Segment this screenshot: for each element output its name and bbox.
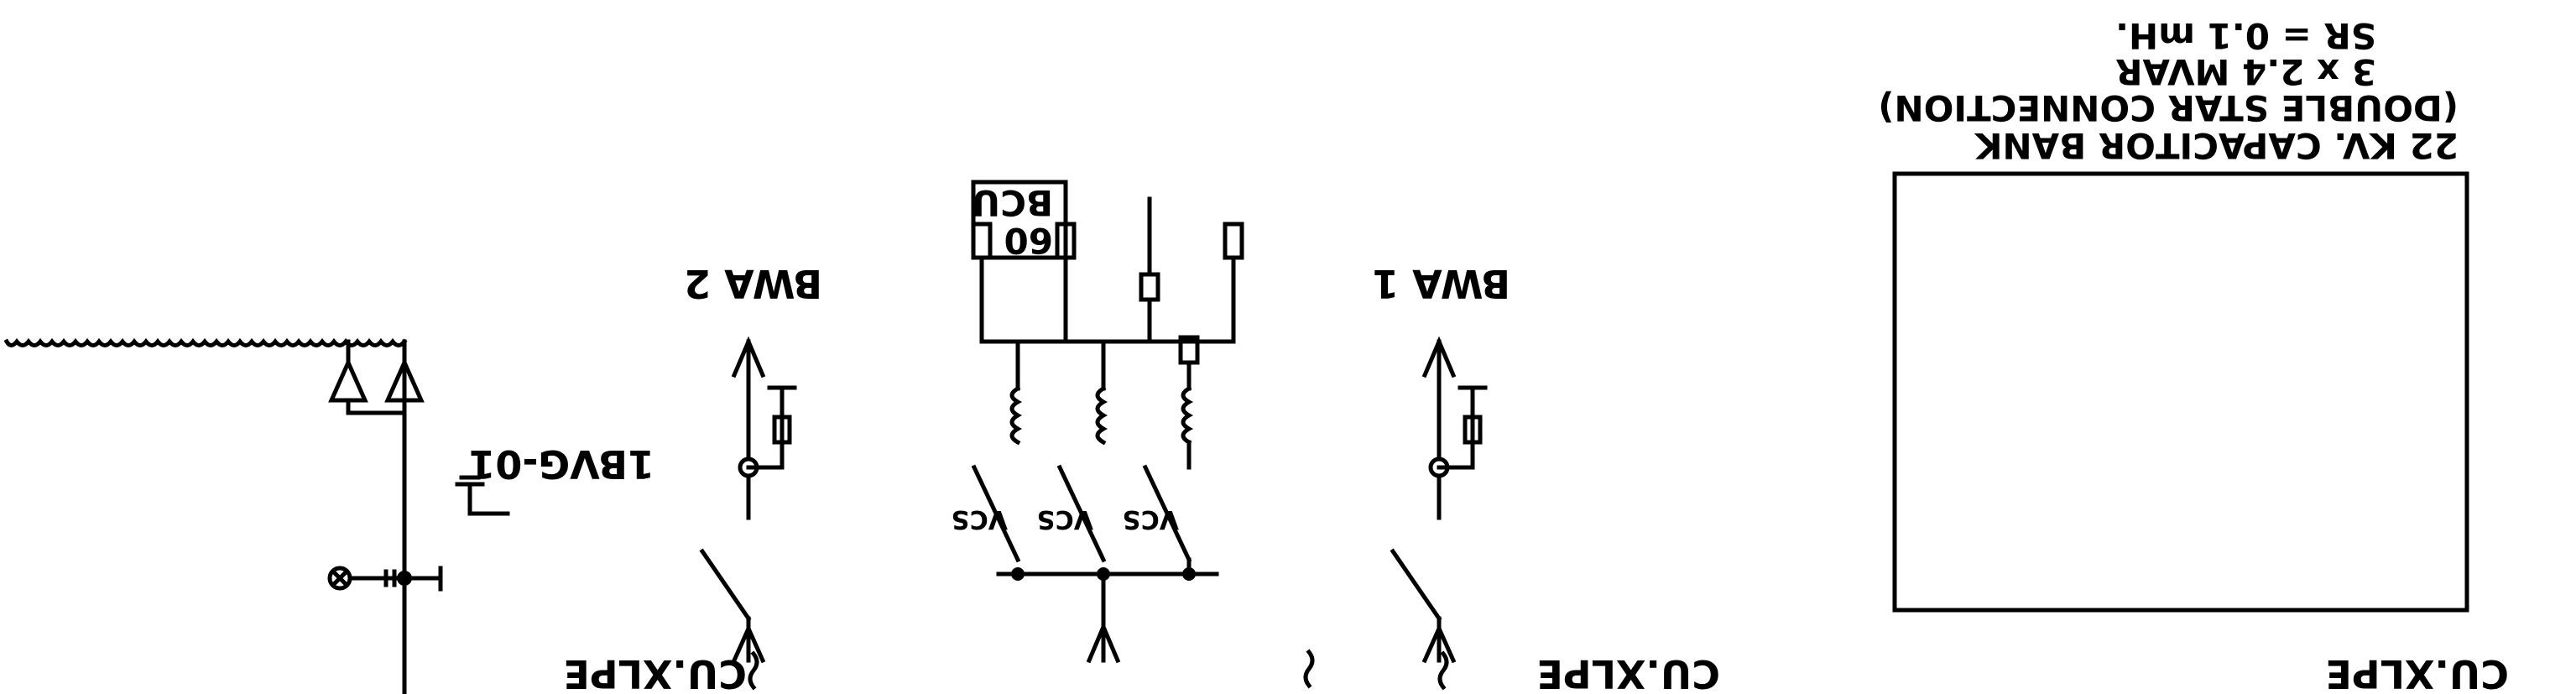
capacitor-bank-frame [1892, 171, 2469, 613]
rotated-drawing: 22 KV. CAPACITOR BANK (DOUBLE STAR CONNE… [3, 15, 2509, 694]
bay-1bvg-01: 1BVG-01 [3, 337, 654, 694]
feeder-bwa-2-top-arrow [731, 336, 766, 378]
capacitor-bank: 22 KV. CAPACITOR BANK (DOUBLE STAR CONNE… [952, 15, 2509, 694]
relay-label: BCU [972, 182, 1053, 223]
feeder-bwa-1-name: BWA 1 [1372, 261, 1510, 306]
vcs-label-c: VCS [952, 504, 1008, 534]
capacitor-a3 [1223, 222, 1244, 260]
relay-code: 60 [1004, 220, 1053, 261]
feeder-bwa-2-cable: CU.XLPE [564, 651, 748, 694]
vcs-label-b: VCS [1037, 504, 1093, 534]
capacitor-bank-title: 22 KV. CAPACITOR BANK [1974, 125, 2459, 166]
feeder-bwa-1: CU.XLPE BWA 1 [1372, 261, 1720, 694]
bay-name: 1BVG-01 [468, 441, 654, 487]
capacitor-bank-cable-label: CU.XLPE [2326, 651, 2510, 694]
feeder-bwa-1-cable: CU.XLPE [1537, 651, 1721, 694]
capacitor-bank-rating: 3 x 2.4 MVAR [2115, 51, 2376, 92]
feeder-bwa-2-name: BWA 2 [684, 261, 822, 306]
capacitor-a2 [1139, 272, 1160, 302]
capacitor-phase-a: VCS [1123, 196, 1244, 581]
feeder-bwa-1-arrow [1421, 623, 1457, 664]
cable-tail-symbol [1303, 649, 1315, 689]
series-reactor-b [1095, 385, 1108, 446]
feeder-bwa-2-cable-tail [748, 650, 759, 691]
feeder-bwa-2: CU.XLPE BWA 2 [564, 261, 823, 694]
feeder-bwa-1-cable-tail [1437, 650, 1449, 691]
feeder-bwa-1-breaker [1390, 548, 1442, 622]
feeder-bwa-2-arrow [731, 623, 766, 664]
feeder-bwa-2-breaker [699, 548, 752, 622]
capacitor-phase-c: VCS [952, 222, 1068, 581]
capacitor-c1 [971, 222, 993, 260]
vcs-label-a: VCS [1123, 504, 1179, 534]
bay-arrester-2 [328, 357, 368, 403]
relay-box [971, 180, 1068, 260]
capacitor-bank-reactor: SR = 0.1 mH. [2115, 15, 2376, 56]
series-reactor-c [1009, 385, 1023, 446]
bay-arrester-1 [384, 357, 425, 403]
bay-wavy-line [3, 337, 408, 347]
series-reactor-a [1181, 385, 1194, 446]
capacitor-bank-connection: (DOUBLE STAR CONNECTION) [1878, 87, 2459, 128]
feeder-bwa-1-top-arrow [1421, 336, 1457, 378]
